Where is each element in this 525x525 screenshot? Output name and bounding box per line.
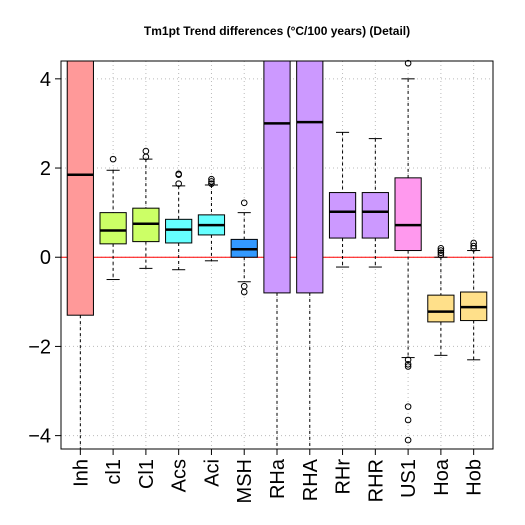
outlier-US1-4 bbox=[404, 403, 412, 410]
x-tick-label-cl1: cl1 bbox=[103, 459, 125, 485]
outlier-US1-3 bbox=[404, 363, 412, 370]
outlier-MSH-0 bbox=[240, 199, 248, 207]
outlier-Hoa-0 bbox=[437, 251, 445, 259]
x-tick-label-RHr: RHr bbox=[333, 459, 355, 495]
x-tick-label-US1: US1 bbox=[398, 459, 420, 498]
box-Aci bbox=[197, 175, 226, 262]
x-tick-label-Cl1: Cl1 bbox=[136, 459, 158, 489]
outlier-Hoa-2 bbox=[437, 247, 445, 254]
box-RHr bbox=[328, 131, 357, 268]
x-tick-label-Inh: Inh bbox=[70, 459, 92, 487]
x-tick-label-MSH: MSH bbox=[234, 459, 256, 503]
outlier-Aci-1 bbox=[208, 178, 215, 185]
box-Inh bbox=[66, 60, 94, 450]
outlier-Hob-2 bbox=[470, 239, 477, 247]
box-body-RHr bbox=[328, 192, 357, 239]
y-tick-label-0: −4 bbox=[28, 426, 51, 448]
outlier-US1-5 bbox=[404, 416, 412, 424]
box-RHA bbox=[296, 60, 324, 450]
box-US1 bbox=[394, 59, 422, 444]
y-axis: −4 −2 0 2 4 bbox=[28, 69, 61, 448]
box-body-Inh bbox=[66, 60, 94, 316]
outlier-Cl1-1 bbox=[142, 147, 150, 155]
box-body-RHA bbox=[296, 60, 324, 294]
outlier-cl1-0 bbox=[109, 155, 117, 163]
box-Hoa bbox=[427, 245, 455, 356]
x-tick-label-Hob: Hob bbox=[464, 459, 486, 496]
y-tick-label-4: 4 bbox=[40, 69, 51, 91]
outlier-US1-2 bbox=[404, 360, 412, 368]
x-tick-label-Aci: Aci bbox=[201, 459, 223, 487]
outlier-Hoa-1 bbox=[437, 249, 445, 257]
box-body-RHa bbox=[263, 60, 291, 294]
box-RHa bbox=[263, 60, 291, 450]
outlier-MSH-1 bbox=[240, 282, 248, 290]
boxes-group bbox=[66, 59, 488, 450]
box-cl1 bbox=[99, 155, 127, 281]
box-body-Hoa bbox=[427, 294, 455, 323]
outlier-Hob-1 bbox=[470, 242, 477, 250]
outlier-US1-0 bbox=[404, 59, 412, 67]
x-axis: Inh cl1 Cl1 Acs Aci MSH RHa RHA RHr RHR US1 Hoa Hob bbox=[70, 449, 486, 503]
outlier-Aci-2 bbox=[208, 175, 215, 183]
box-Acs bbox=[165, 170, 193, 271]
x-tick-label-RHA: RHA bbox=[300, 458, 322, 501]
y-tick-label-2: 0 bbox=[40, 247, 51, 269]
box-RHR bbox=[361, 138, 389, 268]
y-tick-label-3: 2 bbox=[40, 158, 51, 180]
box-Hob bbox=[460, 239, 488, 361]
box-body-cl1 bbox=[99, 212, 127, 245]
outlier-Hoa-3 bbox=[437, 245, 445, 252]
outlier-US1-1 bbox=[404, 356, 412, 364]
x-tick-label-Hoa: Hoa bbox=[431, 458, 453, 496]
outlier-Acs-2 bbox=[175, 170, 182, 178]
x-tick-label-RHa: RHa bbox=[267, 458, 289, 499]
outlier-MSH-2 bbox=[240, 288, 248, 296]
x-tick-label-RHR: RHR bbox=[365, 459, 387, 502]
outlier-US1-6 bbox=[404, 436, 412, 444]
outlier-Acs-0 bbox=[175, 180, 182, 187]
box-body-RHR bbox=[361, 192, 389, 239]
chart-title: Tm1pt Trend differences (°C/100 years) (… bbox=[144, 24, 410, 38]
x-tick-label-Acs: Acs bbox=[169, 459, 191, 492]
y-tick-label-1: −2 bbox=[28, 336, 51, 358]
box-Cl1 bbox=[132, 147, 160, 269]
box-body-US1 bbox=[394, 177, 422, 252]
box-body-Acs bbox=[165, 218, 193, 244]
outlier-Aci-0 bbox=[208, 180, 215, 187]
box-MSH bbox=[230, 199, 258, 296]
